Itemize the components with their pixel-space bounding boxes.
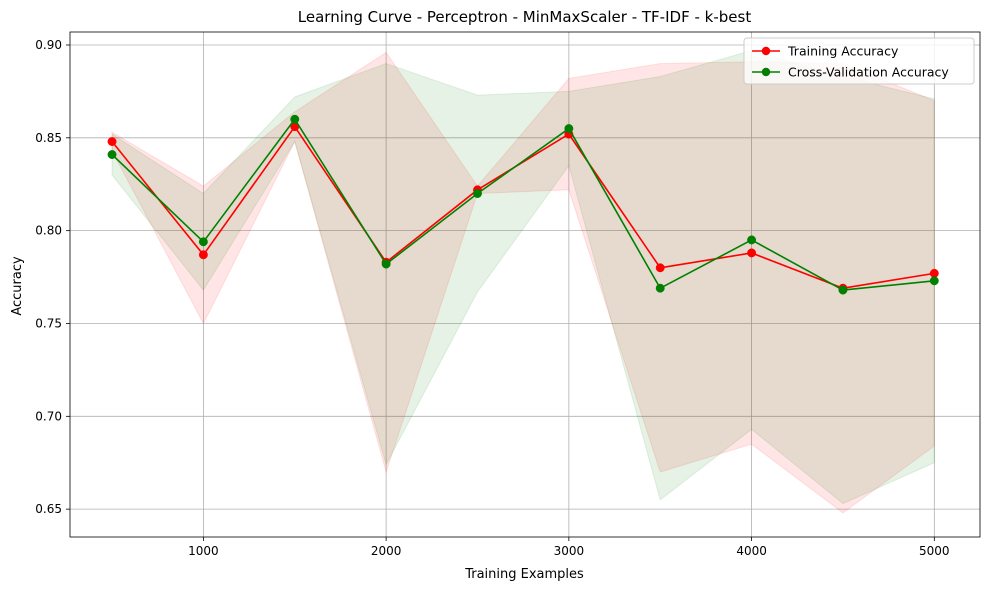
data-point — [747, 235, 757, 245]
data-point — [107, 150, 117, 159]
confidence-bands — [111, 50, 935, 514]
legend-label: Training Accuracy — [787, 44, 899, 59]
series-lines — [107, 114, 939, 295]
y-tick-label: 0.65 — [35, 502, 62, 516]
data-point — [198, 250, 208, 260]
legend-marker — [761, 46, 771, 56]
data-point — [564, 124, 574, 133]
legend: Training Accuracy Cross-Validation Accura… — [743, 37, 975, 85]
data-point — [290, 114, 300, 124]
axes: 1000 2000 3000 4000 5000 0.65 0.70 0.75 0.80 0.85… — [35, 31, 981, 558]
y-tick-label: 0.90 — [35, 38, 62, 52]
y-tick-label: 0.80 — [35, 224, 62, 238]
data-point — [929, 276, 939, 286]
data-point — [655, 263, 665, 273]
x-tick-label: 4000 — [736, 544, 767, 558]
x-tick-label: 1000 — [188, 544, 219, 558]
data-point — [747, 248, 757, 258]
y-tick-label: 0.85 — [35, 131, 62, 145]
chart-title: Learning Curve - Perceptron - MinMaxScal… — [298, 8, 752, 26]
confidence-band — [111, 51, 935, 514]
legend-label: Cross-Validation Accuracy — [788, 65, 949, 80]
x-tick-label: 5000 — [919, 544, 950, 558]
x-tick-label: 2000 — [371, 544, 402, 558]
data-point — [838, 285, 848, 295]
data-point — [381, 259, 391, 269]
plot-frame — [69, 31, 981, 538]
data-point — [655, 283, 665, 293]
data-point — [473, 189, 482, 198]
data-point — [929, 268, 939, 278]
y-tick-label: 0.70 — [35, 409, 62, 423]
data-point — [198, 237, 208, 247]
series-line — [111, 118, 935, 291]
legend-box — [743, 37, 975, 85]
y-tick-label: 0.75 — [35, 316, 62, 330]
x-tick-label: 3000 — [554, 544, 585, 558]
x-axis-label: Training Examples — [464, 567, 584, 582]
data-point — [107, 137, 117, 146]
legend-marker — [761, 67, 771, 77]
confidence-band — [111, 50, 935, 505]
y-axis-label: Accuracy — [10, 256, 25, 316]
